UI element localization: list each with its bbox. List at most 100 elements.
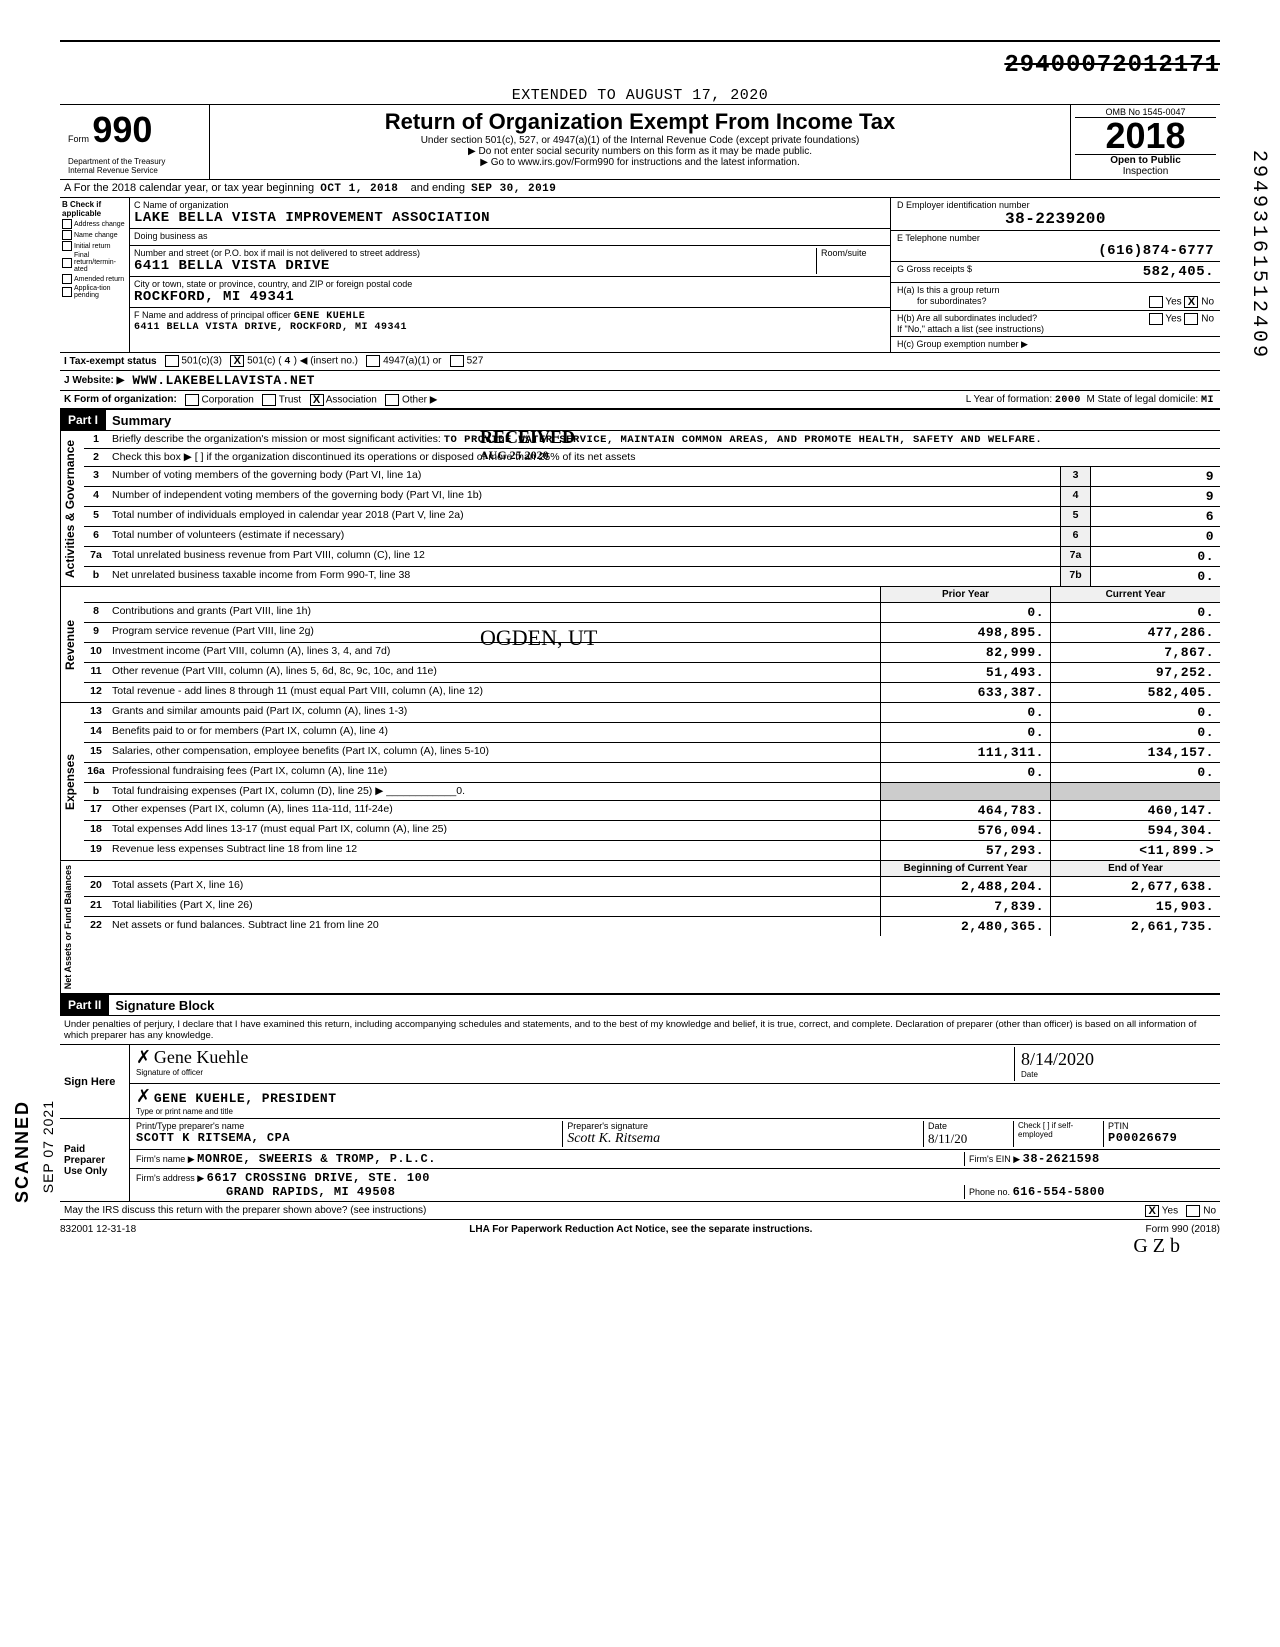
row-a: A For the 2018 calendar year, or tax yea… [60, 180, 1220, 198]
summary-row: 14Benefits paid to or for members (Part … [84, 723, 1220, 743]
netassets-header: Beginning of Current Year End of Year [84, 861, 1220, 877]
preparer-date: 8/11/20 [928, 1131, 1009, 1147]
preparer-signature: Scott K. Ritsema [567, 1131, 919, 1147]
sig-officer-label: Signature of officer [136, 1068, 1014, 1077]
revenue-header: Prior Year Current Year [84, 587, 1220, 603]
website-value: WWW.LAKEBELLAVISTA.NET [128, 371, 319, 390]
self-employed-check: Check [ ] if self-employed [1014, 1121, 1104, 1147]
summary-row: 17Other expenses (Part IX, column (A), l… [84, 801, 1220, 821]
ha-label2: for subordinates? [897, 296, 987, 306]
row-a-mid: and ending [411, 182, 465, 194]
summary-row: bNet unrelated business taxable income f… [84, 567, 1220, 586]
summary-row: 19Revenue less expenses Subtract line 18… [84, 841, 1220, 860]
end-year-header: End of Year [1050, 861, 1220, 876]
row-i-label: I Tax-exempt status [60, 354, 161, 369]
section-expenses: Expenses 13Grants and similar amounts pa… [60, 703, 1220, 861]
sign-here-row: Sign Here ✗ Gene Kuehle Signature of off… [60, 1045, 1220, 1119]
row-k-opts: Corporation Trust X Association Other ▶ [181, 392, 442, 408]
hb-label: H(b) Are all subordinates included? [897, 313, 1037, 323]
section-netassets: Net Assets or Fund Balances Beginning of… [60, 861, 1220, 994]
discuss-yesno: X Yes No [1141, 1203, 1220, 1219]
summary-row: bTotal fundraising expenses (Part IX, co… [84, 783, 1220, 801]
summary-row: 21Total liabilities (Part X, line 26)7,8… [84, 897, 1220, 917]
section-bcde: B Check if applicable Address changeName… [60, 198, 1220, 353]
received-stamp: RECEIVED AUG 25 2020 [480, 427, 575, 463]
prep-sig-label: Preparer's signature [567, 1121, 919, 1131]
part1-header-row: Part I Summary [60, 409, 1220, 431]
checkbox-item: Name change [62, 230, 127, 240]
col-b-label: B Check if applicable [62, 200, 127, 218]
summary-row: 15Salaries, other compensation, employee… [84, 743, 1220, 763]
addr-label: Number and street (or P.O. box if mail i… [134, 248, 816, 258]
summary-row: 4Number of independent voting members of… [84, 487, 1220, 507]
paid-preparer-row: Paid Preparer Use Only Print/Type prepar… [60, 1119, 1220, 1202]
row-a-label: A For the 2018 calendar year, or tax yea… [64, 182, 314, 194]
firm-name-label: Firm's name ▶ [136, 1154, 195, 1164]
footer: 832001 12-31-18 LHA For Paperwork Reduct… [60, 1220, 1220, 1235]
ein-label: D Employer identification number [897, 200, 1214, 210]
side-code: 29493161512409 [1247, 150, 1270, 360]
checkbox-item: Amended return [62, 274, 127, 284]
extended-line: EXTENDED TO AUGUST 17, 2020 [60, 87, 1220, 104]
header-arrow-1: ▶ Do not enter social security numbers o… [218, 146, 1062, 157]
current-year-header: Current Year [1050, 587, 1220, 602]
officer-address: 6411 BELLA VISTA DRIVE, ROCKFORD, MI 493… [134, 322, 886, 333]
summary-row: 16aProfessional fundraising fees (Part I… [84, 763, 1220, 783]
row-k-label: K Form of organization: [60, 392, 181, 407]
line2-num: 2 [84, 449, 108, 466]
footer-mid: LHA For Paperwork Reduction Act Notice, … [469, 1224, 812, 1235]
header-title: Return of Organization Exempt From Incom… [218, 109, 1062, 135]
form-number-box: Form 990 Department of the Treasury Inte… [60, 105, 210, 179]
firm-addr1: 6617 CROSSING DRIVE, STE. 100 [207, 1171, 430, 1185]
city-state-zip: ROCKFORD, MI 49341 [134, 289, 886, 305]
firm-addr2: GRAND RAPIDS, MI 49508 [136, 1185, 964, 1199]
vert-netassets: Net Assets or Fund Balances [60, 861, 84, 993]
part2-header: Part II [60, 995, 109, 1015]
form-number: 990 [92, 109, 152, 150]
part2-title: Signature Block [109, 998, 214, 1013]
officer-name: GENE KUEHLE [294, 311, 366, 322]
firm-ein: 38-2621598 [1023, 1152, 1100, 1166]
perjury-statement: Under penalties of perjury, I declare th… [60, 1016, 1220, 1045]
firm-addr-label: Firm's address ▶ [136, 1173, 204, 1183]
room-label: Room/suite [821, 248, 886, 258]
ha-yesno: Yes X No [1149, 296, 1214, 308]
footer-initials: G Z b [60, 1235, 1220, 1258]
checkbox-item: Applica-tion pending [62, 285, 127, 299]
header-title-box: Return of Organization Exempt From Incom… [210, 105, 1070, 179]
summary-row: 3Number of voting members of the governi… [84, 467, 1220, 487]
street-address: 6411 BELLA VISTA DRIVE [134, 258, 816, 274]
checkbox-item: Final return/termin-ated [62, 252, 127, 273]
begin-year-header: Beginning of Current Year [880, 861, 1050, 876]
tax-year-end: SEP 30, 2019 [471, 183, 556, 195]
tax-year-begin: OCT 1, 2018 [320, 183, 398, 195]
summary-row: 10Investment income (Part VIII, column (… [84, 643, 1220, 663]
inspection-label: Inspection [1075, 166, 1216, 177]
prior-year-header: Prior Year [880, 587, 1050, 602]
summary-row: 20Total assets (Part X, line 16)2,488,20… [84, 877, 1220, 897]
form-label: Form [68, 134, 89, 144]
m-value: MI [1201, 395, 1214, 406]
officer-name-typed: GENE KUEHLE, PRESIDENT [154, 1091, 337, 1106]
prep-name-label: Print/Type preparer's name [136, 1121, 558, 1131]
officer-signature: Gene Kuehle [154, 1047, 248, 1067]
ein-value: 38-2239200 [897, 210, 1214, 228]
header-right-box: OMB No 1545-0047 2018 Open to Public Ins… [1070, 105, 1220, 179]
summary-row: 8Contributions and grants (Part VIII, li… [84, 603, 1220, 623]
form-page: 29400072012171 EXTENDED TO AUGUST 17, 20… [60, 40, 1220, 1258]
irs-label: Internal Revenue Service [68, 166, 201, 175]
row-i-opts: 501(c)(3) X 501(c) ( 4 ) ◀ (insert no.) … [161, 353, 488, 370]
col-de: D Employer identification number 38-2239… [890, 198, 1220, 352]
summary-row: 9Program service revenue (Part VIII, lin… [84, 623, 1220, 643]
l-value: 2000 [1055, 395, 1081, 406]
city-label: City or town, state or province, country… [134, 279, 886, 289]
col-b-checkboxes: B Check if applicable Address changeName… [60, 198, 130, 352]
firm-ein-label: Firm's EIN ▶ [969, 1154, 1020, 1164]
footer-left: 832001 12-31-18 [60, 1224, 136, 1235]
row-lm: L Year of formation: 2000 M State of leg… [966, 394, 1220, 406]
form-header: EXTENDED TO AUGUST 17, 2020 Form 990 Dep… [60, 87, 1220, 180]
phone-value: (616)874-6777 [897, 243, 1214, 259]
summary-row: 12Total revenue - add lines 8 through 11… [84, 683, 1220, 702]
scan-date-stamp: SEP 07 2021 [40, 1100, 56, 1193]
discuss-row: May the IRS discuss this return with the… [60, 1202, 1220, 1220]
